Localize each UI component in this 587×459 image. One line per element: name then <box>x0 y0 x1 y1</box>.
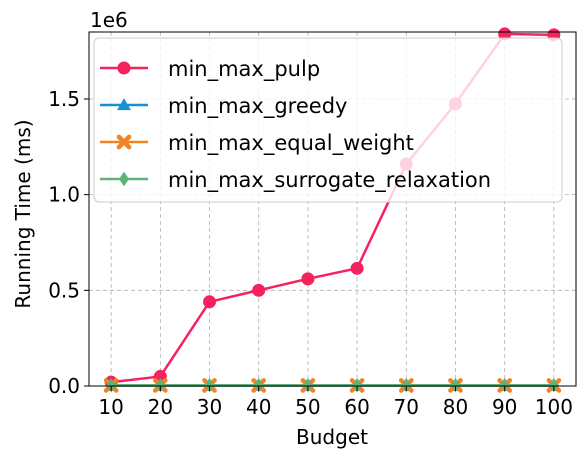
data-point-marker <box>548 378 559 393</box>
data-point-marker <box>204 378 215 393</box>
data-point-marker <box>450 378 461 393</box>
x-tick-label: 30 <box>197 395 222 419</box>
x-tick-label: 40 <box>246 395 271 419</box>
plot-frame <box>88 31 577 387</box>
legend-label: min_max_pulp <box>168 57 320 82</box>
legend-entry: min_max_greedy <box>100 94 347 119</box>
data-point-marker <box>155 378 166 393</box>
data-point-marker <box>252 283 266 297</box>
data-point-marker <box>352 378 363 393</box>
data-point-marker <box>301 272 315 286</box>
x-tick-label: 60 <box>344 395 369 419</box>
data-point-marker <box>106 378 117 393</box>
y-axis-title: Running Time (ms) <box>11 119 35 308</box>
legend-box <box>93 37 563 203</box>
data-point-marker <box>203 295 217 309</box>
y-tick-label: 1.0 <box>48 183 80 207</box>
y-offset-text: 1e6 <box>90 8 128 32</box>
x-tick-label: 50 <box>295 395 320 419</box>
data-point-marker <box>401 378 412 393</box>
data-point-marker <box>499 378 510 393</box>
x-tick-label: 100 <box>535 395 573 419</box>
legend-entry: min_max_equal_weight <box>100 131 414 156</box>
x-tick-label: 20 <box>148 395 173 419</box>
x-tick-label: 10 <box>98 395 123 419</box>
y-tick-label: 0.5 <box>48 278 80 302</box>
x-axis-title: Budget <box>296 425 368 449</box>
legend: min_max_pulp min_max_greedy min_max_equal_… <box>93 37 563 203</box>
legend-entry: min_max_surrogate_relaxation <box>100 168 491 193</box>
data-point-marker <box>253 378 264 393</box>
legend-marker <box>116 134 132 150</box>
legend-marker <box>118 171 130 187</box>
y-tick-label: 0.0 <box>48 374 80 398</box>
legend-label: min_max_equal_weight <box>168 131 414 156</box>
legend-marker <box>117 98 131 111</box>
y-tick-label: 1.5 <box>48 87 80 111</box>
data-point-marker <box>302 378 313 393</box>
legend-label: min_max_surrogate_relaxation <box>168 168 491 193</box>
data-point-marker <box>350 261 364 275</box>
legend-entry: min_max_pulp <box>100 57 320 82</box>
axes: 10 20 30 40 50 60 70 80 90 100 0.0 0.5 1.0 1.5 <box>48 31 577 419</box>
x-tick-label: 80 <box>443 395 468 419</box>
legend-label: min_max_greedy <box>168 94 347 119</box>
x-tick-label: 70 <box>394 395 419 419</box>
x-tick-label: 90 <box>492 395 517 419</box>
legend-marker <box>117 61 131 75</box>
series-min_max_surrogate_relaxation <box>106 378 559 393</box>
